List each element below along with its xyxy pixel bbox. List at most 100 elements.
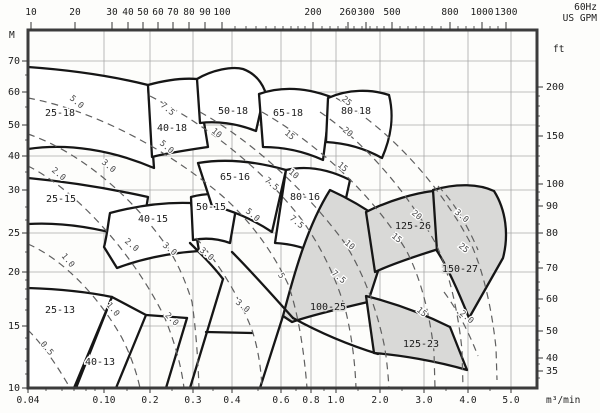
tick-label-bottom: 2.0 <box>371 395 388 406</box>
region-label-150-27: 150-27 <box>442 264 478 275</box>
tick-label-left: 25 <box>8 228 20 239</box>
power-curve <box>149 95 357 389</box>
tick-label-top: 50 <box>137 7 149 18</box>
region-label-80-18: 80-18 <box>341 106 371 117</box>
right-axis-unit: ft <box>553 44 564 55</box>
power-curve <box>261 111 436 389</box>
region-label-65-18: 65-18 <box>273 108 303 119</box>
tick-label-left: 70 <box>8 56 20 67</box>
region-65-16 <box>196 159 288 234</box>
power-curve <box>437 185 479 251</box>
tick-label-top: 90 <box>199 7 211 18</box>
tick-label-top: 20 <box>69 7 81 18</box>
tick-label-left: 20 <box>8 267 20 278</box>
region-40-18 <box>146 77 210 159</box>
tick-label-top: 1300 <box>495 7 518 18</box>
power-label: 15 <box>335 160 349 174</box>
tick-label-bottom: 3.0 <box>415 395 432 406</box>
tick-label-top: 80 <box>183 7 195 18</box>
power-curve <box>335 97 498 381</box>
tick-label-right: 80 <box>546 228 558 239</box>
tick-label-bottom: 1.0 <box>327 395 344 406</box>
tick-label-bottom: 0.10 <box>93 395 116 406</box>
region-label-40-15: 40-15 <box>138 214 168 225</box>
region-label-50-15: 50-15 <box>196 202 226 213</box>
tick-label-top: 100 <box>213 7 230 18</box>
plot-frame <box>26 28 539 390</box>
bottom-axis-unit: m³/min <box>546 395 580 406</box>
tick-label-left: 10 <box>8 383 20 394</box>
tick-label-top: 10 <box>25 7 37 18</box>
frequency-label: 60Hz <box>574 2 597 13</box>
tick-label-right: 100 <box>546 179 564 190</box>
power-label: 1.0 <box>59 252 77 270</box>
tick-label-top: 70 <box>167 7 179 18</box>
boundary-line <box>188 241 225 281</box>
tick-label-right: 200 <box>546 82 564 93</box>
region-label-50-18: 50-18 <box>218 106 248 117</box>
boundary-line <box>291 316 380 356</box>
tick-label-right: 35 <box>546 366 558 377</box>
power-curve <box>27 243 141 389</box>
tick-label-right: 40 <box>546 353 558 364</box>
tick-label-bottom: 0.8 <box>302 395 319 406</box>
tick-label-left: 40 <box>8 151 20 162</box>
power-curve <box>27 133 200 389</box>
power-label: 10 <box>209 126 223 140</box>
tick-label-bottom: 4.0 <box>459 395 476 406</box>
boundary-line <box>144 313 189 320</box>
tick-label-top: 800 <box>441 7 458 18</box>
region-40-15 <box>102 201 201 270</box>
region-50-18 <box>195 66 267 133</box>
region-label-40-13: 40-13 <box>85 357 115 368</box>
power-curve <box>195 237 263 389</box>
tick-label-right: 70 <box>546 263 558 274</box>
tick-label-bottom: 0.04 <box>17 395 40 406</box>
power-curve <box>27 329 71 389</box>
top-axis-unit: US GPM <box>563 13 598 24</box>
region-label-25-15: 25-15 <box>46 194 76 205</box>
tick-label-top: 260 <box>339 7 356 18</box>
tick-label-top: 60 <box>152 7 164 18</box>
tick-label-right: 60 <box>546 294 558 305</box>
power-label: 5 <box>275 271 286 280</box>
power-curve <box>443 291 479 357</box>
tick-label-bottom: 0.3 <box>184 395 201 406</box>
tick-label-top: 30 <box>106 7 118 18</box>
region-label-125-23: 125-23 <box>403 339 439 350</box>
region-label-125-26: 125-26 <box>395 221 431 232</box>
region-label-25-13: 25-13 <box>45 305 75 316</box>
region-label-65-16: 65-16 <box>220 172 250 183</box>
tick-label-left: 50 <box>8 120 20 131</box>
tick-label-right: 50 <box>546 326 558 337</box>
tick-label-top: 40 <box>122 7 134 18</box>
region-80-18 <box>324 89 393 160</box>
tick-label-bottom: 0.4 <box>223 395 240 406</box>
boundary-line <box>188 277 225 390</box>
region-label-40-18: 40-18 <box>157 123 187 134</box>
tick-label-top: 1000 <box>471 7 494 18</box>
tick-label-top: 200 <box>304 7 321 18</box>
power-label: 3.0 <box>99 158 117 176</box>
boundary-line <box>230 250 295 320</box>
power-curve <box>319 111 464 389</box>
tick-label-top: 300 <box>357 7 374 18</box>
tick-label-top: 500 <box>383 7 400 18</box>
tick-label-right: 90 <box>546 201 558 212</box>
tick-label-left: 30 <box>8 185 20 196</box>
region-150-27 <box>431 184 508 320</box>
boundary-line <box>258 314 285 390</box>
tick-label-bottom: 5.0 <box>502 395 519 406</box>
region-65-18 <box>257 87 333 162</box>
region-label-100-25: 100-25 <box>310 302 346 313</box>
region-label-80-16: 80-16 <box>290 192 320 203</box>
left-axis-unit: M <box>9 30 15 41</box>
tick-label-bottom: 0.6 <box>272 395 289 406</box>
power-curve <box>199 111 390 389</box>
power-curve <box>27 97 308 389</box>
region-125-23 <box>364 294 469 372</box>
tick-label-right: 150 <box>546 131 564 142</box>
region-25-18 <box>26 65 156 170</box>
